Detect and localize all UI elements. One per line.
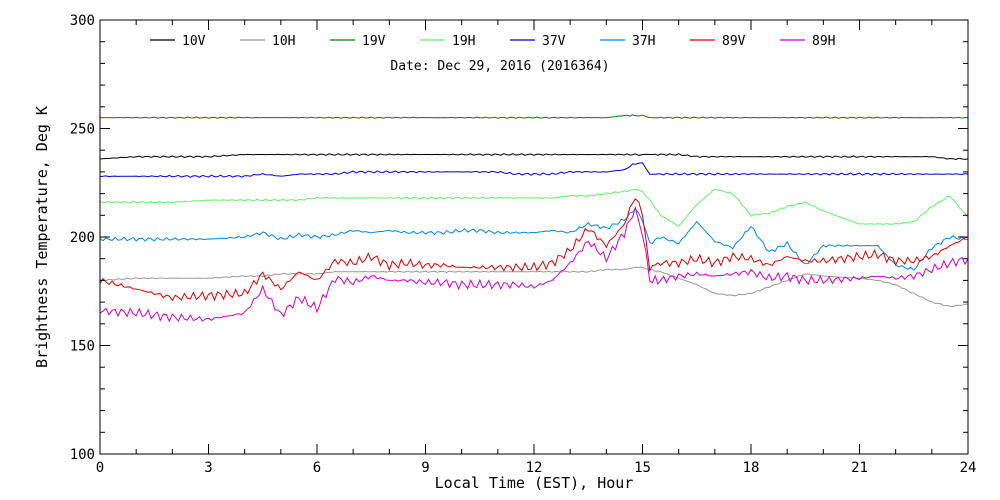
y-tick-label: 250: [70, 122, 95, 138]
x-tick-label: 3: [204, 460, 212, 476]
x-tick-label: 24: [960, 460, 977, 476]
legend-label: 19H: [452, 34, 475, 49]
y-axis-title: Brightness Temperature, Deg K: [33, 106, 51, 368]
legend-item-89h: 89H: [780, 34, 835, 49]
legend-item-37v: 37V: [510, 34, 566, 49]
x-tick-label: 0: [96, 460, 104, 476]
series-line-10v: [99, 153, 969, 161]
x-axis-title: Local Time (EST), Hour: [435, 474, 634, 492]
y-tick-label: 300: [70, 13, 95, 29]
y-tick-label: 200: [70, 230, 95, 246]
series-line-10h: [99, 266, 969, 308]
legend-label: 19V: [362, 34, 386, 49]
x-tick-label: 18: [743, 460, 760, 476]
series-line-19v: [99, 114, 969, 119]
legend: 10V 10H 19V 19H 37V 37H 89V 89H: [150, 34, 835, 49]
y-tick-label: 150: [70, 339, 95, 355]
legend-label: 10H: [272, 34, 295, 49]
series-layer: [99, 114, 969, 323]
legend-label: 37V: [542, 34, 566, 49]
legend-item-10v: 10V: [150, 34, 206, 49]
legend-item-19h: 19H: [420, 34, 475, 49]
y-tick-label: 100: [70, 447, 95, 463]
x-tick-label: 12: [526, 460, 543, 476]
legend-label: 10V: [182, 34, 206, 49]
x-tick-label: 21: [851, 460, 868, 476]
date-annotation: Date: Dec 29, 2016 (2016364): [390, 59, 609, 74]
series-line-89h: [99, 205, 969, 323]
legend-label: 89H: [812, 34, 835, 49]
legend-item-89v: 89V: [690, 34, 746, 49]
series-line-37h: [99, 207, 969, 271]
legend-label: 89V: [722, 34, 746, 49]
x-tick-label: 15: [634, 460, 651, 476]
series-line-89v: [99, 198, 969, 302]
legend-item-37h: 37H: [600, 34, 655, 49]
x-tick-label: 6: [313, 460, 321, 476]
series-line-19h: [99, 188, 969, 227]
legend-item-10h: 10H: [240, 34, 295, 49]
series-line-37v: [99, 162, 969, 178]
legend-label: 37H: [632, 34, 655, 49]
legend-item-19v: 19V: [330, 34, 386, 49]
x-tick-label: 9: [421, 460, 429, 476]
ticks-layer: 0 3 6 9 12 15 18 21 24 100 150 200 250 300: [70, 13, 977, 476]
